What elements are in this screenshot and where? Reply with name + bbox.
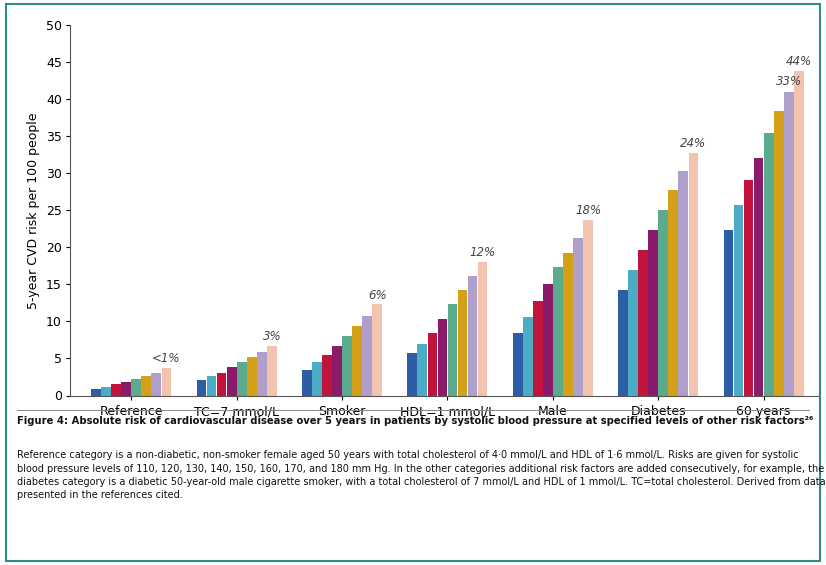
Bar — [543, 284, 553, 396]
Bar — [91, 389, 101, 396]
Bar — [332, 346, 342, 395]
Text: 12%: 12% — [469, 246, 496, 259]
Bar — [743, 180, 753, 396]
Bar — [658, 210, 668, 396]
Bar — [513, 333, 523, 395]
Bar — [216, 372, 226, 396]
Bar — [407, 353, 417, 396]
Bar — [102, 388, 111, 396]
Bar — [668, 190, 678, 396]
Bar — [533, 301, 543, 396]
Bar — [227, 367, 236, 395]
Bar — [523, 317, 533, 396]
Bar — [197, 380, 206, 395]
Bar — [764, 133, 773, 396]
Text: 24%: 24% — [681, 137, 706, 150]
Bar — [363, 316, 372, 396]
Bar — [618, 290, 628, 396]
Bar — [267, 346, 277, 395]
Text: 3%: 3% — [263, 330, 281, 343]
Bar — [573, 238, 583, 396]
Bar — [257, 352, 267, 396]
Text: <1%: <1% — [152, 352, 181, 365]
Bar — [458, 290, 468, 396]
Bar — [784, 92, 794, 396]
Bar — [112, 384, 121, 396]
Bar — [724, 231, 733, 396]
Bar — [141, 376, 151, 396]
Bar — [162, 368, 171, 395]
Bar — [477, 262, 487, 396]
Bar — [247, 357, 257, 395]
Bar — [563, 253, 572, 396]
Bar — [678, 171, 688, 396]
Text: Figure 4: Absolute risk of cardiovascular disease over 5 years in patients by sy: Figure 4: Absolute risk of cardiovascula… — [17, 416, 813, 427]
Bar — [417, 344, 427, 395]
Bar — [121, 382, 131, 395]
Bar — [774, 111, 784, 395]
Bar — [794, 71, 804, 396]
Bar — [638, 250, 648, 396]
Y-axis label: 5-year CVD risk per 100 people: 5-year CVD risk per 100 people — [27, 112, 40, 308]
Bar — [342, 336, 352, 396]
Bar — [448, 305, 458, 396]
Bar — [689, 153, 698, 396]
Text: Reference category is a non-diabetic, non-smoker female aged 50 years with total: Reference category is a non-diabetic, no… — [17, 450, 825, 500]
Text: 44%: 44% — [786, 55, 812, 68]
Bar — [131, 379, 141, 395]
Text: 18%: 18% — [575, 204, 601, 217]
Bar — [648, 231, 658, 396]
Bar — [553, 267, 563, 396]
Bar — [428, 333, 437, 395]
Bar — [468, 276, 477, 395]
Bar — [373, 305, 382, 396]
Bar — [322, 355, 332, 395]
Text: 6%: 6% — [368, 289, 387, 302]
Bar — [438, 319, 448, 396]
Bar — [583, 220, 593, 396]
Bar — [629, 270, 638, 396]
Bar — [302, 370, 311, 395]
Bar — [733, 205, 743, 396]
Bar — [237, 362, 246, 396]
Bar — [352, 326, 362, 396]
Bar — [151, 372, 161, 396]
Bar — [312, 362, 322, 396]
Bar — [754, 158, 763, 396]
Bar — [206, 376, 216, 396]
Text: 33%: 33% — [776, 75, 802, 88]
